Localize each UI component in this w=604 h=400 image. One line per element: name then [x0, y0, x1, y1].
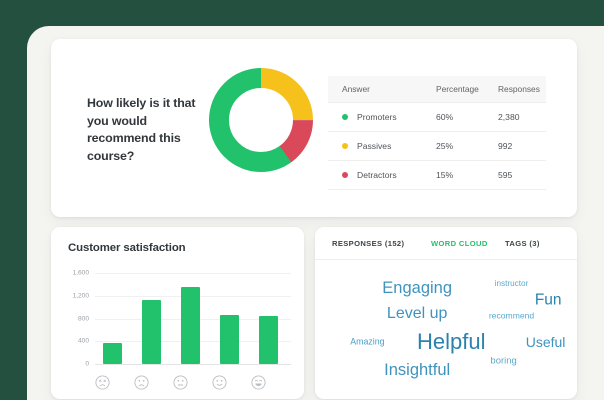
table-row: Promoters 60% 2,380 — [328, 102, 546, 132]
cloud-word[interactable]: instructor — [494, 278, 529, 288]
cell-answer: Detractors — [328, 160, 436, 190]
answer-label: Promoters — [357, 112, 397, 122]
nps-question-title: How likely is it that you would recommen… — [87, 96, 196, 163]
cell-responses: 595 — [498, 160, 546, 190]
cell-percentage: 60% — [436, 102, 498, 132]
table-row: Detractors 15% 595 — [328, 160, 546, 190]
app-panel: How likely is it that you would recommen… — [27, 26, 604, 400]
y-axis-tick-label: 0 — [85, 360, 89, 368]
gridline — [95, 364, 291, 365]
cloud-word[interactable]: Amazing — [350, 336, 385, 347]
tab-word-cloud[interactable]: WORD CLOUD — [431, 239, 488, 248]
cell-answer: Promoters — [328, 102, 436, 132]
table-body: Promoters 60% 2,380 Passives 25% 992 Detractor… — [328, 102, 546, 190]
face-happy-icon — [212, 375, 227, 390]
cell-answer: Passives — [328, 131, 436, 161]
table-header: Answer Percentage Responses — [328, 76, 546, 103]
table-row: Passives 25% 992 — [328, 131, 546, 161]
face-neutral-icon — [173, 375, 188, 390]
cell-responses: 992 — [498, 131, 546, 161]
cloud-word[interactable]: Level up — [386, 305, 448, 323]
tab-responses[interactable]: RESPONSES (152) — [332, 239, 405, 248]
nps-donut-chart — [206, 65, 316, 175]
cell-percentage: 15% — [436, 160, 498, 190]
cloud-word[interactable]: boring — [490, 355, 517, 367]
customer-satisfaction-card: Customer satisfaction 0 400 800 1,200 1,600 — [51, 227, 304, 399]
satisfaction-bar-chart: 0 400 800 1,200 1,600 — [63, 267, 295, 372]
bar-very-dissatisfied — [103, 342, 122, 364]
bar-very-satisfied — [259, 316, 278, 364]
responses-tab-bar: RESPONSES (152) WORD CLOUD TAGS (3) — [315, 227, 577, 260]
face-very-happy-icon — [251, 375, 266, 390]
y-axis-tick-label: 400 — [77, 337, 89, 345]
column-header-percentage: Percentage — [436, 84, 479, 94]
satisfaction-x-axis-icons — [95, 375, 295, 391]
satisfaction-chart-title: Customer satisfaction — [68, 242, 186, 254]
answer-label: Detractors — [357, 170, 397, 180]
table-header-row: Answer Percentage Responses — [328, 76, 546, 103]
answer-label: Passives — [357, 141, 392, 151]
y-axis-tick-label: 800 — [77, 315, 89, 322]
column-header-responses: Responses — [498, 84, 540, 94]
y-axis-tick-label: 1,200 — [72, 292, 89, 300]
legend-dot-icon — [342, 113, 348, 120]
cell-responses: 2,380 — [498, 102, 546, 132]
cloud-word[interactable]: recommend — [488, 310, 535, 321]
cloud-word[interactable]: Engaging — [382, 278, 453, 297]
bar-dissatisfied — [142, 299, 161, 364]
cloud-word[interactable]: Useful — [525, 334, 566, 350]
gridline — [95, 273, 291, 274]
donut-svg — [209, 68, 313, 172]
y-axis-tick-label: 1,600 — [72, 269, 89, 277]
nps-card: How likely is it that you would recommen… — [51, 39, 577, 217]
donut-segment-passives — [209, 68, 313, 172]
tab-tags[interactable]: TAGS (3) — [505, 239, 540, 248]
cloud-word[interactable]: Fun — [534, 291, 562, 309]
nps-breakdown-table: Answer Percentage Responses Promoters 60%… — [328, 76, 546, 190]
bar-neutral — [181, 287, 200, 364]
cloud-word[interactable]: Helpful — [416, 329, 486, 354]
cloud-word[interactable]: Insightful — [384, 360, 451, 379]
face-very-sad-icon — [95, 375, 110, 390]
legend-dot-icon — [342, 142, 348, 149]
bar-satisfied — [220, 314, 239, 364]
cell-percentage: 25% — [436, 131, 498, 161]
legend-dot-icon — [342, 171, 348, 178]
responses-card: RESPONSES (152) WORD CLOUD TAGS (3) Engagi… — [315, 227, 577, 399]
face-sad-icon — [134, 375, 149, 390]
word-cloud: Engaging instructor Fun Level up recommend Am… — [315, 260, 577, 399]
column-header-answer: Answer — [342, 84, 370, 94]
